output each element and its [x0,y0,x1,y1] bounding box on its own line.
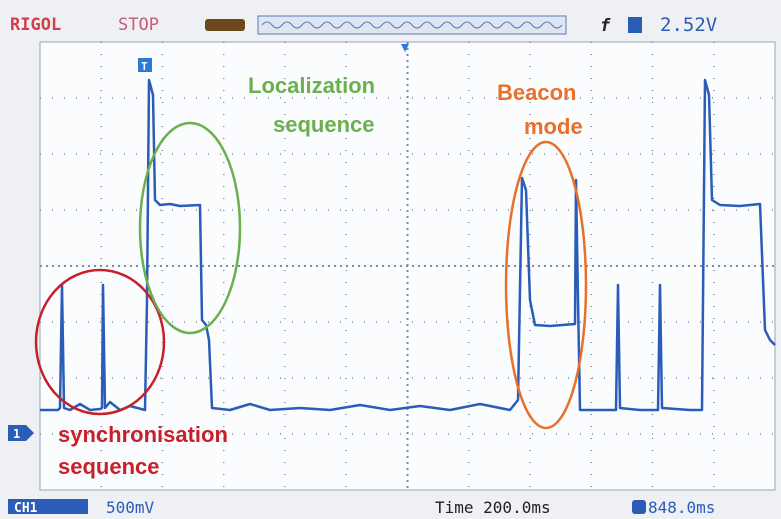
battery-icon [205,19,245,31]
center-marker [401,44,409,52]
status: STOP [118,15,159,35]
grid [40,42,775,490]
trigger-marker: T [141,60,148,73]
sync-label: sequence [58,454,160,479]
sync-ellipse [34,268,166,416]
time-base: Time 200.0ms [435,498,551,517]
edge-icon: f [600,16,611,36]
source-icon [628,17,642,33]
waveform [40,78,776,412]
beacon-label: Beacon [497,80,576,105]
trigger-level: 2.52V [660,14,717,36]
channel-marker: 1 [13,427,20,441]
localization-label: sequence [273,112,375,137]
channel: CH1 [14,501,38,516]
channel-box [8,499,88,514]
beacon-label: mode [524,114,583,139]
scale: 500mV [106,498,155,517]
offset-icon [632,500,646,514]
trigger-box [138,58,152,72]
brand: RIGOL [10,15,61,35]
localization-label: Localization [248,73,375,98]
localization-ellipse [138,121,242,335]
channel-marker-box [8,425,34,441]
time-offset: 848.0ms [648,498,715,517]
sync-label: synchronisation [58,422,228,447]
memory-wave [261,21,563,29]
beacon-ellipse [504,140,588,430]
